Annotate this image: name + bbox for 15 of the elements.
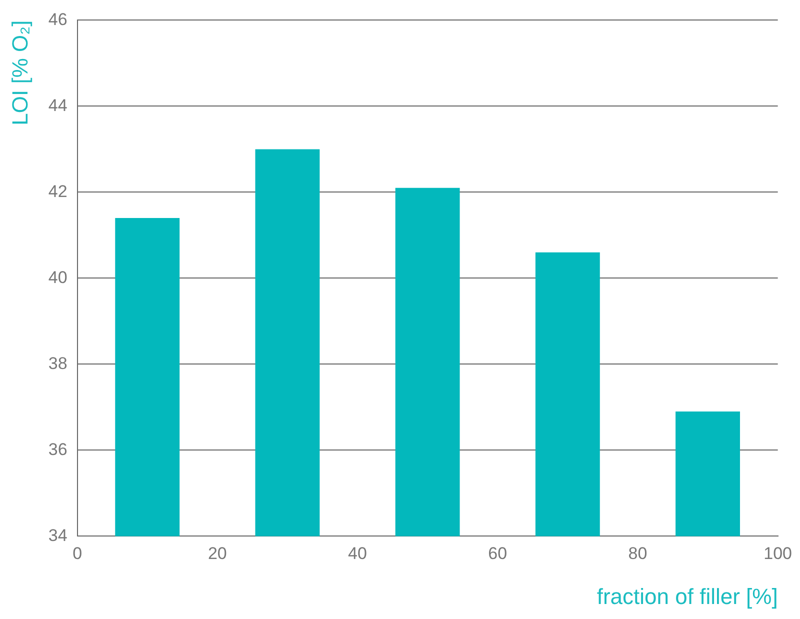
x-tick-label: 0 <box>72 544 82 564</box>
x-tick-label: 20 <box>208 544 227 564</box>
y-tick-label: 34 <box>48 526 68 545</box>
x-tick-label: 40 <box>348 544 367 564</box>
y-tick-label: 36 <box>48 440 68 459</box>
y-tick-label: 40 <box>48 268 68 287</box>
x-axis-title: fraction of filler [%] <box>596 584 778 609</box>
y-tick-label: 44 <box>48 96 68 115</box>
x-tick-label: 100 <box>764 544 792 564</box>
x-tick-label: 60 <box>488 544 508 564</box>
x-tick-label: 80 <box>628 544 648 564</box>
y-tick-label: 42 <box>48 182 68 201</box>
y-axis-title: LOI [% O₂] <box>7 20 32 126</box>
y-tick-label: 38 <box>48 354 68 373</box>
y-tick-label: 46 <box>48 10 68 29</box>
